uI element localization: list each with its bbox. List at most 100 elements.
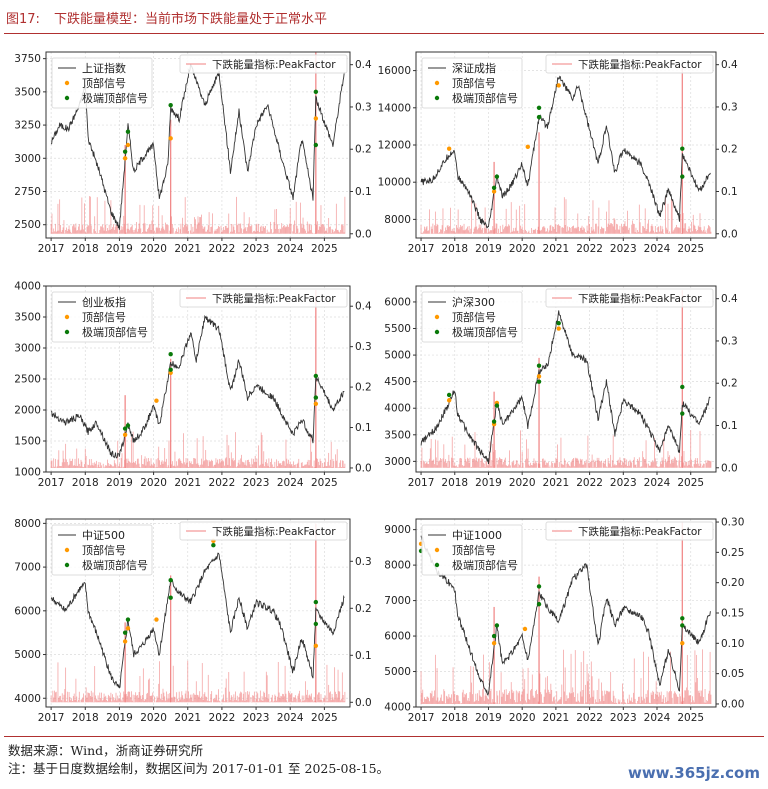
figure-number: 图17: [6, 12, 40, 27]
legend-top-signal-swatch [64, 80, 70, 86]
x-tick-label: 2022 [576, 243, 603, 255]
x-tick-label: 2024 [277, 477, 304, 489]
y2-tick-label: 0.30 [721, 517, 744, 529]
extreme-top-signal-point [494, 403, 500, 408]
x-tick-label: 2019 [475, 712, 502, 724]
x-tick-label: 2025 [677, 477, 704, 489]
x-tick-label: 2018 [72, 477, 99, 489]
legend-box [421, 524, 523, 576]
x-tick-label: 2022 [576, 712, 603, 724]
x-tick-label: 2025 [311, 712, 338, 724]
title-rule [4, 33, 764, 34]
legend-top-signal: 顶部信号 [82, 310, 126, 324]
extreme-top-signal-point [491, 419, 497, 424]
top-signal-point [168, 370, 173, 375]
x-tick-label: 2024 [277, 243, 304, 255]
top-signal-point [522, 626, 528, 632]
legend-extreme-signal: 极端顶部信号 [452, 325, 518, 339]
y2-tick-label: 0.0 [721, 228, 738, 240]
y-tick-label: 7000 [384, 595, 411, 607]
chart-panel: 2017 2018 2019 2020 2021 2022 2023 2024 2025 4000… [14, 518, 371, 724]
plot-frame [45, 518, 351, 708]
chart-panel: 2017 2018 2019 2020 2021 2022 2023 2024 2025 4000… [384, 517, 744, 724]
x-tick-label: 2020 [509, 477, 536, 489]
y2-tick-label: 0.1 [721, 420, 738, 432]
y-tick-label: 3000 [14, 153, 41, 165]
legend-top-signal: 顶部信号 [82, 76, 126, 90]
y2-tick-label: 0.25 [721, 547, 744, 559]
legend-box [421, 291, 523, 343]
legend-peak-factor: 下跌能量指标:PeakFactor [212, 292, 336, 305]
y-tick-label: 6000 [384, 296, 411, 308]
legend-top-signal-swatch [434, 80, 440, 86]
x-tick-label: 2017 [408, 243, 435, 255]
extreme-top-signal-point [680, 616, 685, 621]
price-line [420, 75, 711, 229]
legend-top-signal: 顶部信号 [452, 310, 496, 324]
y-tick-label: 8000 [14, 518, 41, 530]
x-tick-label: 2023 [610, 477, 637, 489]
legend-top-signal-swatch [434, 547, 440, 553]
top-signal-point [536, 374, 542, 379]
extreme-top-signal-point [680, 384, 685, 390]
extreme-top-signal-point [556, 321, 561, 326]
top-signal-point [446, 398, 452, 403]
x-tick-label: 2018 [441, 712, 468, 724]
legend-peak-factor: 下跌能量指标:PeakFactor [578, 525, 702, 538]
legend-series-name: 中证500 [82, 529, 125, 542]
legend-peak-factor: 下跌能量指标:PeakFactor [578, 58, 702, 71]
extreme-top-signal-point [680, 411, 685, 416]
legend-extreme-signal-swatch [434, 329, 440, 335]
top-signal-point [525, 144, 530, 150]
top-signal-point [446, 146, 452, 151]
legend-extreme-signal-swatch [434, 95, 440, 101]
x-tick-label: 2022 [209, 477, 236, 489]
x-tick-label: 2021 [543, 477, 570, 489]
legend-series-name: 沪深300 [452, 295, 495, 309]
y2-tick-label: 0.3 [355, 556, 372, 568]
y-tick-label: 5000 [384, 666, 411, 678]
legend-box-right [545, 288, 714, 308]
chart-panel: 2017 2018 2019 2020 2021 2022 2023 2024 2025 2500… [14, 51, 372, 255]
y-tick-label: 3250 [14, 120, 41, 132]
legend-box [51, 291, 153, 343]
y2-tick-label: 0.15 [721, 608, 744, 620]
legend-box [51, 57, 153, 109]
extreme-top-signal-point [494, 623, 500, 628]
x-tick-label: 2023 [610, 712, 637, 724]
legend-peak-factor: 下跌能量指标:PeakFactor [212, 58, 336, 71]
top-signal-point [313, 116, 319, 121]
extreme-top-signal-point [168, 578, 173, 583]
top-signal-point [168, 136, 173, 141]
extreme-top-signal-point [494, 174, 500, 179]
extreme-top-signal-point [536, 363, 542, 368]
y2-tick-label: 0.3 [355, 341, 372, 353]
x-tick-label: 2020 [509, 712, 536, 724]
y-tick-label: 5000 [384, 350, 411, 362]
extreme-top-signal-point [122, 630, 128, 635]
x-tick-label: 2019 [106, 243, 133, 255]
legend-top-signal: 顶部信号 [82, 543, 126, 557]
extreme-top-signal-point [313, 395, 319, 400]
x-tick-label: 2025 [677, 243, 704, 255]
top-signal-point [125, 142, 131, 148]
top-signal-point [122, 639, 128, 644]
y2-tick-label: 0.0 [721, 462, 738, 474]
extreme-top-signal-point [168, 595, 173, 600]
plot-frame [45, 51, 351, 239]
x-tick-label: 2024 [644, 477, 671, 489]
top-signal-point [122, 156, 128, 161]
x-tick-label: 2024 [277, 712, 304, 724]
legend-extreme-signal: 极端顶部信号 [452, 558, 518, 572]
y-tick-label: 7000 [14, 562, 41, 574]
x-tick-label: 2020 [140, 477, 167, 489]
y-tick-label: 8000 [384, 214, 411, 226]
y-tick-label: 4000 [14, 281, 41, 293]
y2-tick-label: 0.2 [355, 382, 372, 394]
source-note: 数据来源：Wind，浙商证券研究所 [8, 743, 204, 758]
y-tick-label: 4500 [384, 376, 411, 388]
legend-box-right [545, 54, 714, 74]
y-tick-label: 3750 [14, 53, 41, 65]
legend-top-signal-swatch [434, 314, 440, 320]
y-tick-label: 6000 [14, 605, 41, 617]
